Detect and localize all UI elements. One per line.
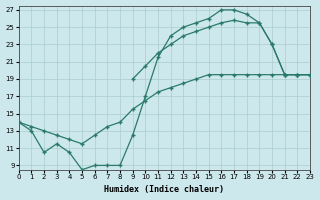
X-axis label: Humidex (Indice chaleur): Humidex (Indice chaleur) xyxy=(104,185,224,194)
